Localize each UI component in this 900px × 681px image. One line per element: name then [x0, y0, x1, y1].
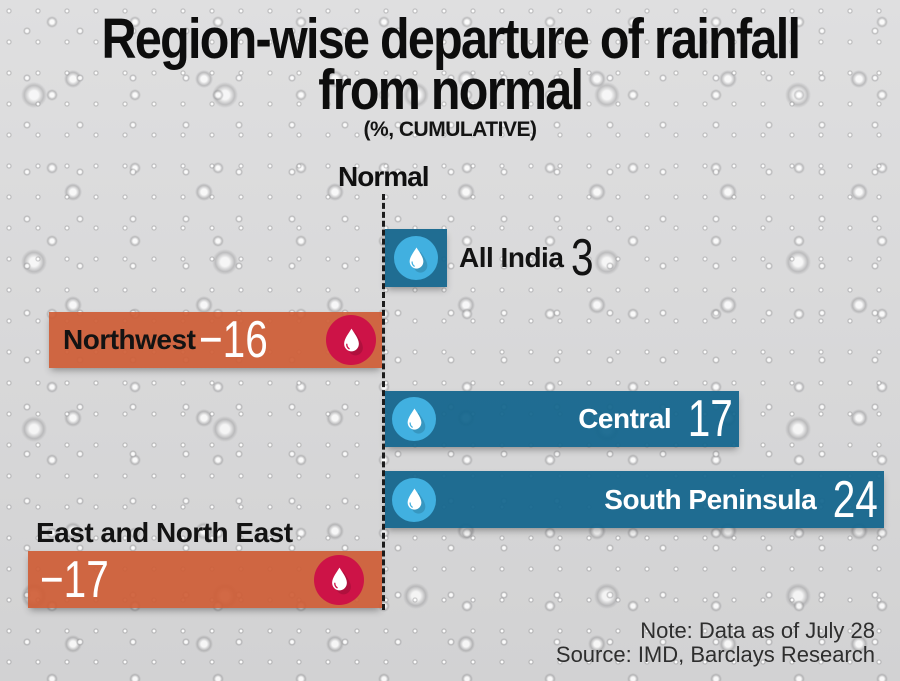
- bar-value-east-and-north-east: −17: [40, 550, 109, 609]
- chart-title-line1: Region-wise departure of rainfall: [101, 7, 800, 71]
- bar-all-india-caption: All India 3: [459, 229, 600, 287]
- droplet-icon: [392, 397, 436, 441]
- droplet-icon: [326, 315, 376, 365]
- droplet-icon: [392, 477, 436, 522]
- baseline-label: Normal: [338, 161, 429, 192]
- chart-subtitle: (%, CUMULATIVE): [363, 118, 537, 141]
- chart-title-line2: from normal: [318, 58, 584, 122]
- chart-title: Region-wise departure of rainfall from n…: [0, 7, 900, 122]
- baseline-dashed-line: [382, 194, 385, 610]
- bar-value-central: 17: [687, 390, 733, 448]
- droplet-icon: [314, 554, 364, 605]
- bar-label-central: Central: [578, 403, 672, 434]
- bar-east-and-north-east: −17: [28, 550, 382, 609]
- bar-label-east-and-north-east: East and North East: [36, 517, 293, 548]
- bar-value-south-peninsula: 24: [832, 470, 878, 529]
- bar-value-northwest: −16: [199, 311, 269, 369]
- bar-northwest: Northwest −16: [49, 311, 382, 369]
- bar-label-northwest: Northwest: [63, 324, 196, 355]
- note-text: Note: Data as of July 28: [640, 618, 875, 643]
- bar-south-peninsula: South Peninsula 24: [385, 470, 884, 529]
- bar-all-india: [385, 229, 447, 287]
- bar-label-all-india: All India: [459, 242, 564, 273]
- droplet-icon: [394, 236, 438, 280]
- source-text: Source: IMD, Barclays Research: [555, 642, 875, 667]
- bar-value-all-india: 3: [571, 229, 594, 287]
- footnotes: Note: Data as of July 28 Source: IMD, Ba…: [556, 619, 875, 667]
- bar-label-south-peninsula: South Peninsula: [604, 483, 817, 515]
- bar-central: Central 17: [385, 390, 739, 448]
